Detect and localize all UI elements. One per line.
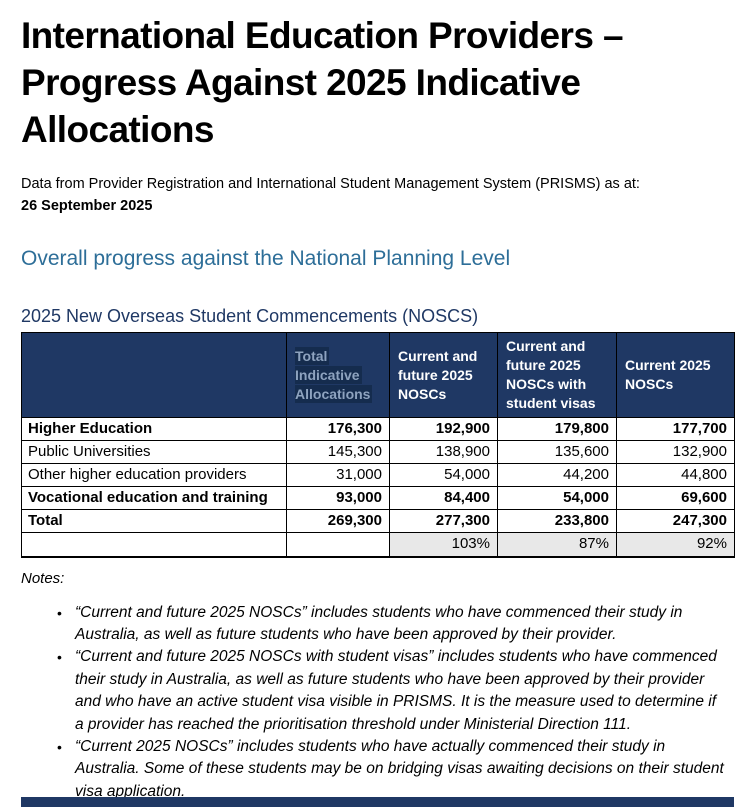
row-label: Public Universities (21, 440, 287, 464)
cell-value: 138,900 (389, 440, 498, 464)
percent-cell: 87% (497, 532, 617, 557)
cell-value: 192,900 (389, 417, 498, 441)
cell-value: 44,200 (497, 463, 617, 487)
table-title: 2025 New Overseas Student Commencements … (21, 306, 479, 326)
page-title-line-2: Progress Against 2025 Indicative (21, 62, 581, 103)
table-row-vocational-education: Vocational education and training 93,000… (21, 486, 735, 510)
page-title: International Education Providers – Prog… (21, 12, 735, 153)
note-item: • “Current and future 2025 NOSCs” include… (21, 602, 733, 647)
table-row-other-higher-education: Other higher education providers 31,000 … (21, 463, 735, 487)
column-header-current-noscs: Current 2025 NOSCs (616, 332, 735, 418)
table-row-total: Total 269,300 277,300 233,800 247,300 (21, 509, 735, 533)
section-heading: Overall progress against the National Pl… (21, 247, 511, 270)
column-header-current-future-noscs: Current and future 2025 NOSCs (389, 332, 498, 418)
table-row-higher-education: Higher Education 176,300 192,900 179,800… (21, 417, 735, 441)
cell-value: 176,300 (286, 417, 390, 441)
next-table-header-partial (21, 797, 734, 807)
note-text: “Current 2025 NOSCs” includes students w… (75, 737, 724, 800)
cell-value: 69,600 (616, 486, 735, 510)
noscs-table: Total Indicative Allocations Current and… (21, 332, 735, 558)
cell-value: 93,000 (286, 486, 390, 510)
cell-value: 31,000 (286, 463, 390, 487)
notes-list: • “Current and future 2025 NOSCs” include… (21, 602, 733, 804)
page-title-line-1: International Education Providers – (21, 15, 624, 56)
data-source-line: Data from Provider Registration and Inte… (21, 176, 640, 192)
page-title-line-3: Allocations (21, 109, 214, 150)
row-label: Vocational education and training (21, 486, 287, 510)
cell-value: 177,700 (616, 417, 735, 441)
data-as-at-date: 26 September 2025 (21, 197, 153, 214)
cell-value: 54,000 (497, 486, 617, 510)
table-row-public-universities: Public Universities 145,300 138,900 135,… (21, 440, 735, 464)
row-label-empty (21, 532, 287, 557)
row-label: Other higher education providers (21, 463, 287, 487)
cell-value: 132,900 (616, 440, 735, 464)
cell-empty (286, 532, 390, 557)
bullet-marker-icon: • (57, 649, 62, 666)
data-source-note: Data from Provider Registration and Inte… (21, 174, 733, 217)
table-row-percentages: 103% 87% 92% (21, 532, 735, 557)
note-text: “Current and future 2025 NOSCs” includes… (75, 603, 683, 643)
percent-cell: 103% (389, 532, 498, 557)
cell-value: 269,300 (286, 509, 390, 533)
note-item: • “Current 2025 NOSCs” includes students … (21, 736, 733, 803)
row-label: Higher Education (21, 417, 287, 441)
note-text: “Current and future 2025 NOSCs with stud… (75, 648, 717, 733)
column-header-blank (21, 332, 287, 418)
cell-value: 135,600 (497, 440, 617, 464)
notes-label: Notes: (21, 569, 65, 587)
cell-value: 233,800 (497, 509, 617, 533)
notes-section: Notes: • “Current and future 2025 NOSCs” … (21, 569, 733, 804)
cell-value: 44,800 (616, 463, 735, 487)
note-item: • “Current and future 2025 NOSCs with stu… (21, 646, 733, 736)
percent-cell: 92% (616, 532, 735, 557)
table-header-row: Total Indicative Allocations Current and… (21, 332, 735, 418)
cell-value: 84,400 (389, 486, 498, 510)
cell-value: 145,300 (286, 440, 390, 464)
cell-value: 277,300 (389, 509, 498, 533)
column-header-label: Total Indicative Allocations (295, 346, 373, 403)
cell-value: 247,300 (616, 509, 735, 533)
row-label: Total (21, 509, 287, 533)
cell-value: 179,800 (497, 417, 617, 441)
bullet-marker-icon: • (57, 738, 62, 755)
column-header-total-indicative-allocations: Total Indicative Allocations (286, 332, 390, 418)
bullet-marker-icon: • (57, 604, 62, 621)
cell-value: 54,000 (389, 463, 498, 487)
column-header-current-future-noscs-visas: Current and future 2025 NOSCs with stude… (497, 332, 617, 418)
